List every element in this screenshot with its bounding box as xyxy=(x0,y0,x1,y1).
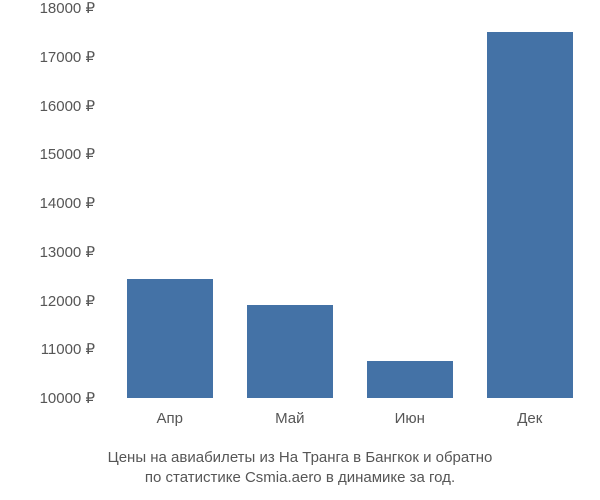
x-axis-tick: Июн xyxy=(395,398,425,427)
bar xyxy=(487,32,573,398)
y-axis-tick: 15000 ₽ xyxy=(40,145,105,163)
y-axis-tick: 10000 ₽ xyxy=(40,389,105,407)
chart-caption: Цены на авиабилеты из На Транга в Бангко… xyxy=(0,448,600,489)
y-axis-tick: 14000 ₽ xyxy=(40,194,105,212)
y-axis-tick: 18000 ₽ xyxy=(40,0,105,17)
x-axis-tick: Апр xyxy=(157,398,183,427)
y-axis-tick: 16000 ₽ xyxy=(40,97,105,115)
x-axis-tick: Май xyxy=(275,398,304,427)
bar xyxy=(367,361,453,398)
y-axis-tick: 11000 ₽ xyxy=(41,340,105,358)
plot-area: 10000 ₽11000 ₽12000 ₽13000 ₽14000 ₽15000… xyxy=(105,8,585,398)
y-axis-tick: 17000 ₽ xyxy=(40,48,105,66)
y-axis-tick: 13000 ₽ xyxy=(40,243,105,261)
y-axis-tick: 12000 ₽ xyxy=(40,292,105,310)
x-axis-tick: Дек xyxy=(517,398,542,427)
bar xyxy=(127,279,213,398)
bar xyxy=(247,305,333,398)
price-chart: 10000 ₽ 11000 ₽ 12000 ₽ 13000 ₽ 14000 ₽ 15000… xyxy=(0,0,600,500)
